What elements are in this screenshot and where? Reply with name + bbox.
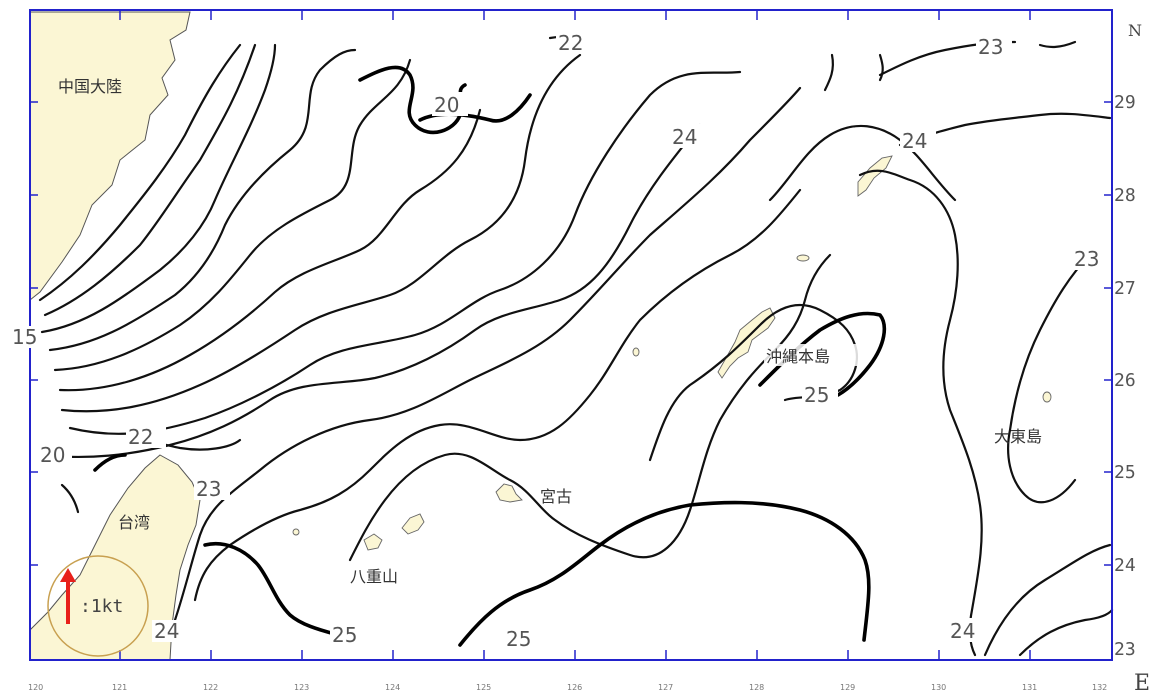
amami-island (857, 155, 893, 197)
longitude-label: 124 (385, 683, 400, 692)
isotherm-line (60, 53, 582, 413)
contour-label: 24 (950, 619, 975, 643)
longitude-label: 127 (658, 683, 673, 692)
contour-label: 25 (332, 623, 357, 647)
isotherm-line (58, 108, 482, 392)
contour-label: 25 (506, 627, 531, 651)
isotherm-line (1007, 253, 1092, 504)
isotherm-line-bold (203, 542, 357, 642)
isotherm-line-bold (458, 500, 871, 647)
contour-label: 22 (558, 31, 583, 55)
place-label-china: 中国大陸 (58, 77, 122, 96)
isotherm-line-bold (93, 453, 127, 472)
isotherm-line (173, 86, 802, 622)
latitude-label: 28 (1114, 185, 1136, 206)
miyako-island (495, 483, 523, 503)
contour-label: 23 (196, 477, 221, 501)
isotherm-line (40, 43, 277, 334)
islet-1 (632, 347, 640, 357)
china-mainland (29, 11, 191, 302)
legend-label: :1kt (80, 596, 123, 617)
latitude-label: 26 (1114, 370, 1136, 391)
isotherm-line (38, 123, 702, 459)
longitude-label: 120 (28, 683, 43, 692)
longitude-label: 131 (1022, 683, 1037, 692)
isotherm-line (53, 58, 412, 372)
contour-label: 23 (1074, 247, 1099, 271)
latitude-label: 24 (1114, 555, 1136, 576)
isotherm-line (858, 169, 983, 657)
contour-label: 24 (902, 129, 927, 153)
isotherm-line (38, 43, 242, 302)
latitude-ticks (30, 101, 1112, 566)
contour-label: 15 (12, 325, 37, 349)
longitude-label: 128 (749, 683, 764, 692)
east-label: E (1134, 671, 1150, 696)
latitude-label: 23 (1114, 639, 1136, 660)
isotherm-line (983, 543, 1112, 657)
yaeyama-island-1 (401, 513, 425, 535)
latitude-label: 29 (1114, 92, 1136, 113)
islet-4 (292, 528, 300, 536)
longitude-label: 129 (840, 683, 855, 692)
isotherm-line (60, 483, 80, 514)
longitude-label: 123 (294, 683, 309, 692)
contour-label: 22 (128, 425, 153, 449)
longitude-labels: 120 121 122 123 124 125 126 127 128 129 … (28, 671, 1150, 696)
contour-label: 25 (804, 383, 829, 407)
longitude-label: 130 (931, 683, 946, 692)
place-label-miyako: 宮古 (540, 487, 572, 506)
isotherm-line (193, 188, 802, 602)
longitude-label: 125 (476, 683, 491, 692)
isotherm-line (823, 53, 834, 92)
longitude-ticks (119, 10, 1031, 660)
contour-label: 24 (154, 619, 179, 643)
yaeyama-island-2 (363, 533, 383, 551)
isotherm-line (68, 70, 742, 435)
place-label-daito: 大東島 (994, 427, 1042, 446)
isotherm-line (48, 48, 357, 352)
legend-circle (47, 555, 149, 657)
longitude-label: 132 (1092, 683, 1107, 692)
place-label-taiwan: 台湾 (118, 513, 150, 532)
contour-labels: 15 20 22 23 20 22 23 24 24 23 24 25 24 2… (10, 30, 1108, 651)
islet-2 (796, 254, 810, 262)
contour-label: 24 (672, 125, 697, 149)
place-names: 中国大陸 台湾 沖縄本島 宮古 八重山 大東島 (58, 77, 1042, 586)
latitude-labels: N 29 28 27 26 25 24 23 (1114, 21, 1142, 660)
latitude-label: 27 (1114, 278, 1136, 299)
isotherm-line (768, 124, 957, 202)
isotherm-line (1018, 608, 1114, 657)
contour-label: 20 (434, 93, 459, 117)
north-label: N (1128, 21, 1142, 40)
longitude-label: 121 (112, 683, 127, 692)
isotherm-line (1038, 40, 1077, 49)
isotherm-line (878, 53, 884, 82)
contour-label: 23 (978, 35, 1003, 59)
contour-label: 20 (40, 443, 65, 467)
islet-3 (1042, 391, 1052, 403)
place-label-okinawa: 沖縄本島 (766, 347, 830, 366)
arrow-head-icon (60, 568, 76, 582)
place-label-yaeyama: 八重山 (350, 567, 398, 586)
isotherm-lines (38, 35, 1114, 657)
isotherm-line (43, 43, 257, 317)
longitude-label: 126 (567, 683, 582, 692)
isotherm-line (648, 303, 858, 462)
longitude-label: 122 (203, 683, 218, 692)
latitude-label: 25 (1114, 462, 1136, 483)
current-legend: :1kt (47, 555, 149, 657)
